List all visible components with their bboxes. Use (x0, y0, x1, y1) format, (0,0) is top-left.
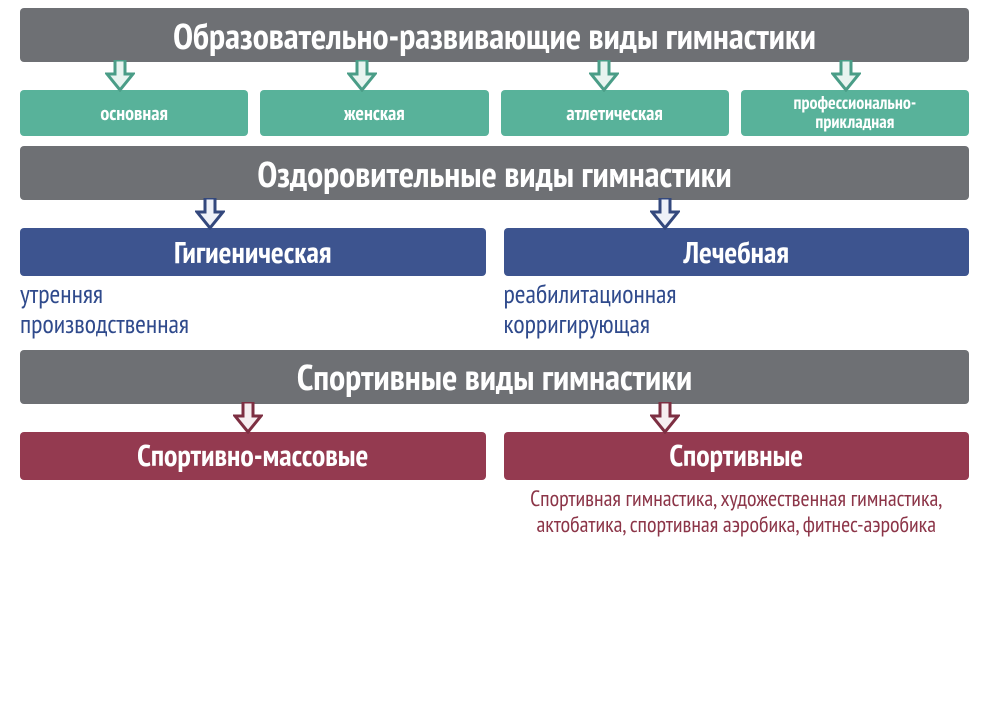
section3-header: Спортивные виды гимнастики (20, 350, 969, 404)
arrow-icon (347, 60, 377, 92)
section1-header: Образовательно-развивающие виды гимнасти… (20, 8, 969, 62)
col-lechebnaya: Лечебная реабилитационная корригирующая (504, 228, 970, 340)
subtext-lechebnaya: реабилитационная корригирующая (504, 280, 970, 340)
arrow-icon (589, 60, 619, 92)
child-lechebnaya: Лечебная (504, 228, 970, 276)
arrow-icon (105, 60, 135, 92)
child-label: Спортивные (669, 436, 803, 475)
section1-children: основная женская атлетическая профессион… (20, 90, 969, 136)
section3-children: Спортивно-массовые Спортивные Спортивная… (20, 432, 969, 539)
arrow-icon (195, 198, 225, 230)
child-label: Спортивно-массовые (137, 436, 368, 475)
arrow-icon (233, 402, 263, 434)
section1-header-text: Образовательно-развивающие виды гимнасти… (173, 12, 816, 59)
section2-children: Гигиеническая утренняя производственная … (20, 228, 969, 340)
child-atleticheskaya: атлетическая (501, 90, 729, 136)
child-osnovnaya: основная (20, 90, 248, 136)
subtext-sportivnye: Спортивная гимнастика, художественная ги… (504, 486, 970, 539)
section3-arrows (20, 404, 969, 432)
subtext-gigienicheskaya: утренняя производственная (20, 280, 486, 340)
child-zhenskaya: женская (260, 90, 488, 136)
child-sport-massovye: Спортивно-массовые (20, 432, 486, 480)
section-health: Оздоровительные виды гимнастики Гигиенич… (20, 146, 969, 340)
child-professionalno-prikladnaya: профессионально- прикладная (741, 90, 969, 136)
arrow-icon (831, 60, 861, 92)
child-label: профессионально- прикладная (794, 94, 917, 132)
col-gigienicheskaya: Гигиеническая утренняя производственная (20, 228, 486, 340)
section2-header-text: Оздоровительные виды гимнастики (257, 150, 731, 197)
section2-header: Оздоровительные виды гимнастики (20, 146, 969, 200)
section1-arrows (20, 62, 969, 90)
section-sport: Спортивные виды гимнастики Спортивно-мас… (20, 350, 969, 539)
child-gigienicheskaya: Гигиеническая (20, 228, 486, 276)
section3-header-text: Спортивные виды гимнастики (297, 353, 692, 400)
child-label: Лечебная (684, 233, 789, 272)
col-sportivnye: Спортивные Спортивная гимнастика, художе… (504, 432, 970, 539)
arrow-icon (650, 402, 680, 434)
child-label: Гигиеническая (174, 233, 332, 272)
child-label: атлетическая (566, 103, 662, 124)
arrow-icon (650, 198, 680, 230)
section-educational: Образовательно-развивающие виды гимнасти… (20, 8, 969, 136)
col-sport-massovye: Спортивно-массовые (20, 432, 486, 539)
child-sportivnye: Спортивные (504, 432, 970, 480)
child-label: основная (100, 103, 168, 124)
section2-arrows (20, 200, 969, 228)
child-label: женская (344, 103, 405, 124)
